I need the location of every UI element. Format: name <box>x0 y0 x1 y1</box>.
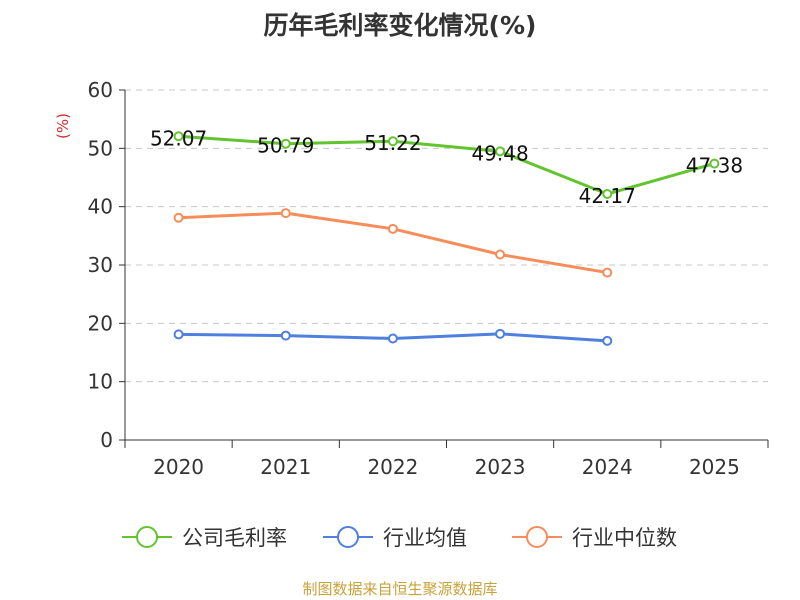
data-point <box>709 158 720 169</box>
data-point <box>280 330 291 341</box>
axes: 0 10 20 30 40 50 60 (%) 2020 2021 2022 2023 2024 2025 <box>54 78 769 479</box>
legend-marker <box>136 526 158 548</box>
legend-label: 公司毛利率 <box>182 526 287 550</box>
data-point <box>173 212 184 223</box>
grid-lines <box>125 89 768 383</box>
data-point <box>495 249 506 260</box>
data-point <box>495 146 506 157</box>
legend-label: 行业中位数 <box>572 526 677 550</box>
legend-marker <box>526 526 548 548</box>
y-tick-label: 20 <box>88 311 113 335</box>
chart-title: 历年毛利率变化情况(%) <box>263 11 537 40</box>
y-tick-label: 50 <box>88 136 113 160</box>
data-point <box>280 208 291 219</box>
data-point <box>173 131 184 142</box>
y-tick-label: 40 <box>88 195 113 219</box>
data-label: 50.79 <box>257 134 314 158</box>
y-tick-label: 30 <box>88 253 113 277</box>
data-label: 47.38 <box>686 154 743 178</box>
legend-marker <box>337 526 359 548</box>
data-point <box>280 138 291 149</box>
legend[interactable]: 公司毛利率 行业均值 行业中位数 <box>122 526 677 550</box>
data-label: 49.48 <box>471 141 528 165</box>
y-tick-label: 0 <box>100 428 113 452</box>
y-tick-label: 60 <box>88 78 113 102</box>
series-lines <box>173 131 720 346</box>
data-labels: 52.07 50.79 51.22 49.48 42.17 47.38 <box>150 126 743 208</box>
data-point <box>602 335 613 346</box>
data-point <box>602 267 613 278</box>
data-point <box>173 329 184 340</box>
y-tick-label: 10 <box>88 370 113 394</box>
x-tick-label: 2021 <box>260 455 311 479</box>
y-axis-label: (%) <box>54 113 72 139</box>
data-point <box>387 333 398 344</box>
series-line <box>178 134 715 196</box>
legend-label: 行业均值 <box>383 526 467 550</box>
x-tick-label: 2020 <box>153 455 204 479</box>
x-tick-label: 2023 <box>475 455 526 479</box>
data-label: 52.07 <box>150 126 207 150</box>
data-point <box>495 328 506 339</box>
legend-item[interactable]: 行业均值 <box>323 526 467 550</box>
x-tick-label: 2024 <box>582 455 633 479</box>
x-tick-label: 2022 <box>367 455 418 479</box>
series-line <box>178 211 608 275</box>
data-point <box>387 136 398 147</box>
data-point <box>387 223 398 234</box>
data-label: 42.17 <box>579 184 636 208</box>
legend-item[interactable]: 公司毛利率 <box>122 526 287 550</box>
data-point <box>602 189 613 200</box>
x-tick-label: 2025 <box>689 455 740 479</box>
legend-item[interactable]: 行业中位数 <box>512 526 677 550</box>
data-label: 51.22 <box>364 131 421 155</box>
source-note: 制图数据来自恒生聚源数据库 <box>302 580 498 598</box>
